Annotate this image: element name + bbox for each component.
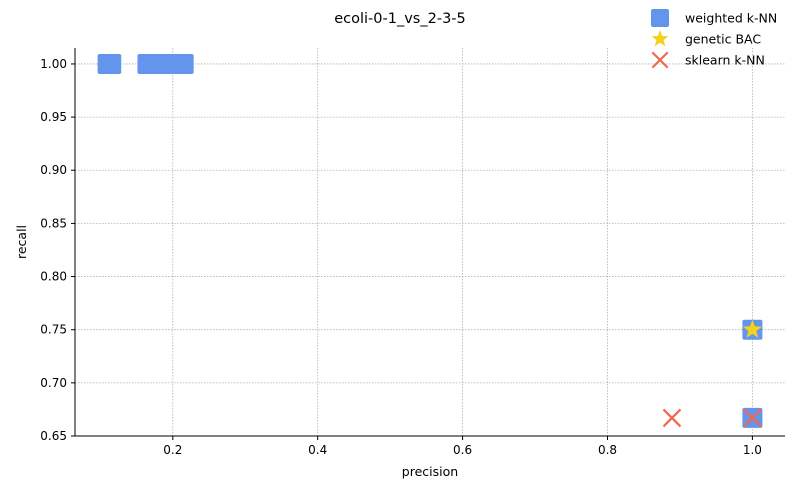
chart-title: ecoli-0-1_vs_2-3-5 bbox=[334, 11, 466, 27]
axes bbox=[74, 48, 785, 437]
y-tick-label: 0.80 bbox=[40, 270, 67, 284]
square-point bbox=[101, 53, 122, 74]
x-tick-label: 1.0 bbox=[743, 443, 762, 457]
legend-x-marker bbox=[651, 51, 669, 69]
x-point bbox=[662, 408, 682, 428]
y-tick-label: 0.65 bbox=[40, 429, 67, 443]
x-axis-label: precision bbox=[402, 464, 458, 479]
y-tick-label: 0.95 bbox=[40, 110, 67, 124]
data-points bbox=[97, 53, 763, 428]
x-point bbox=[743, 408, 762, 428]
grid bbox=[75, 48, 785, 437]
y-tick-label: 0.90 bbox=[40, 163, 67, 177]
y-tick-label: 0.70 bbox=[40, 376, 67, 390]
star-point bbox=[742, 319, 762, 338]
y-tick-label: 0.85 bbox=[40, 216, 67, 230]
x-tick-label: 0.4 bbox=[308, 443, 327, 457]
y-axis-label: recall bbox=[14, 225, 29, 259]
y-tick-label: 1.00 bbox=[40, 57, 67, 71]
legend-label: weighted k-NN bbox=[685, 11, 777, 26]
square-point bbox=[173, 53, 194, 74]
legend: weighted k-NN genetic BAC sklearn k-NN bbox=[651, 9, 777, 69]
x-tick-label: 0.2 bbox=[163, 443, 182, 457]
x-tick-label: 0.6 bbox=[453, 443, 472, 457]
x-tick-label: 0.8 bbox=[598, 443, 617, 457]
legend-label: genetic BAC bbox=[685, 32, 761, 47]
legend-square-marker bbox=[651, 9, 669, 27]
legend-star-marker bbox=[651, 30, 669, 47]
legend-label: sklearn k-NN bbox=[685, 53, 765, 68]
ticks: 0.2 0.4 0.6 0.8 1.0 0.65 0.70 0.75 0.80 0.85 0.90 0… bbox=[40, 57, 762, 457]
y-tick-label: 0.75 bbox=[40, 323, 67, 337]
